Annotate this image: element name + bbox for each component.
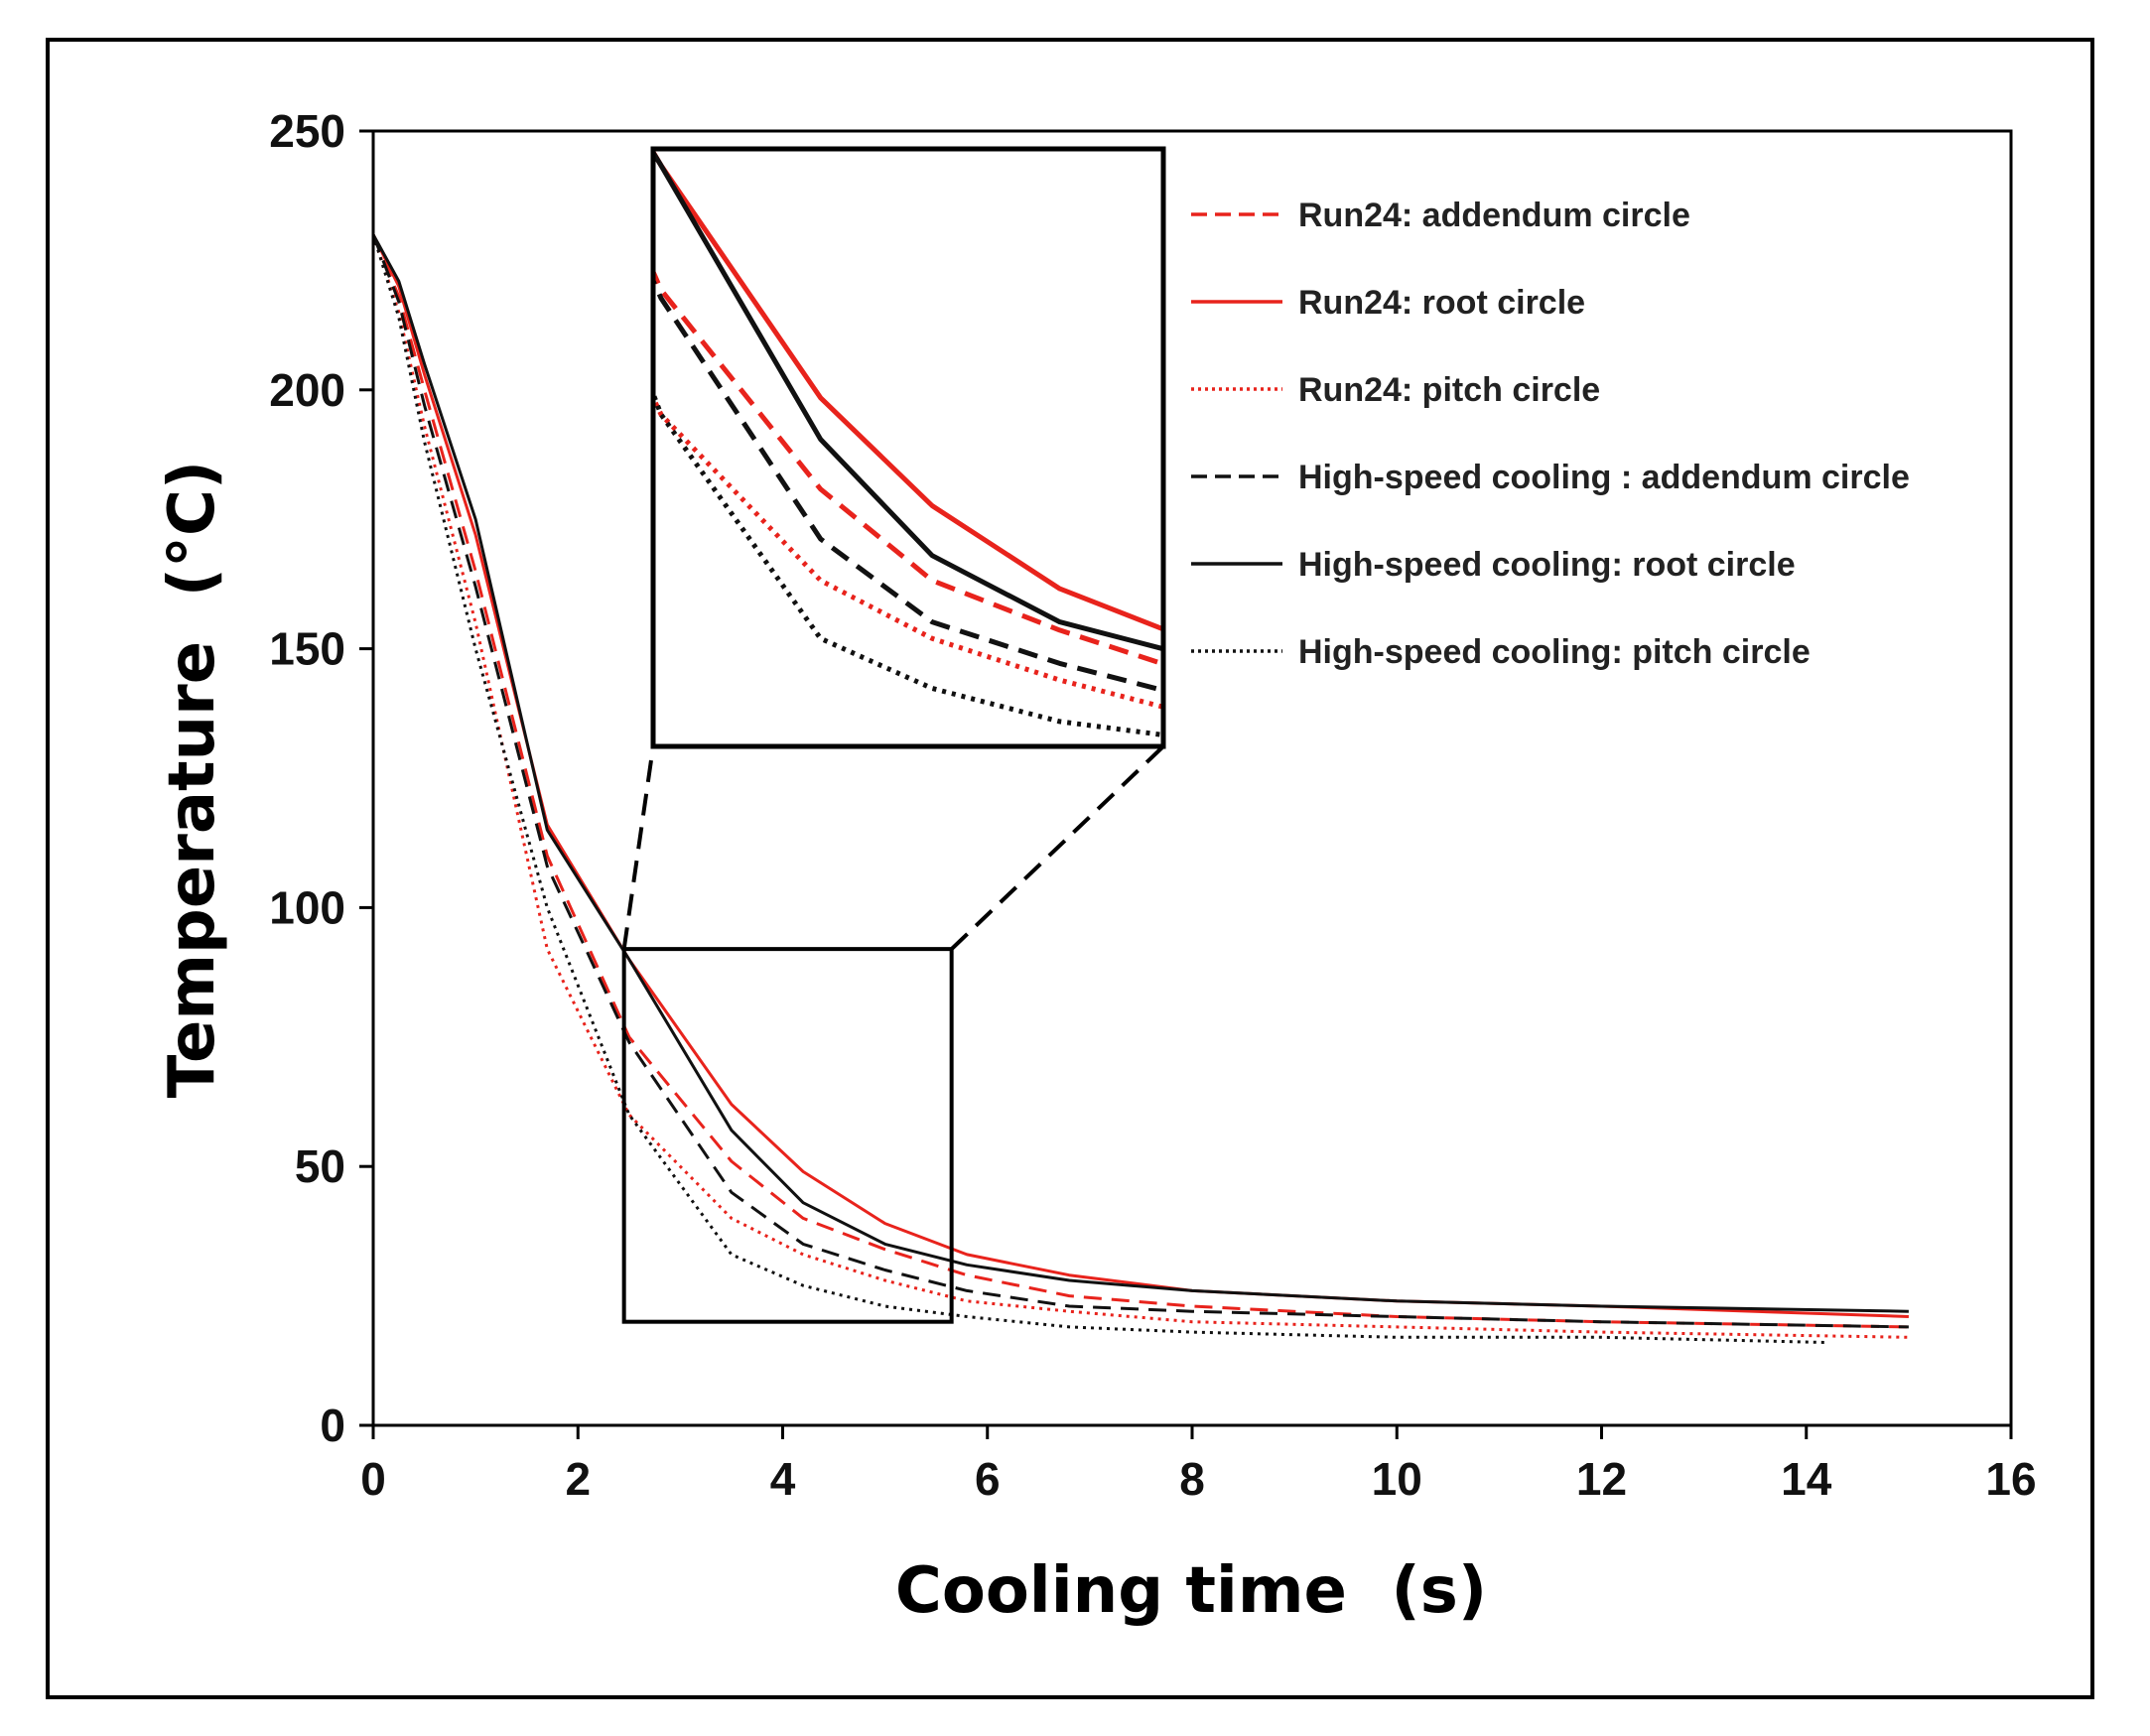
zoom-connector-left xyxy=(621,745,655,950)
y-tick-label: 50 xyxy=(295,1140,345,1192)
series-line-6 xyxy=(371,233,1827,1344)
x-tick-label: 4 xyxy=(770,1453,796,1505)
series-line-5 xyxy=(371,233,1909,1313)
y-tick-label: 0 xyxy=(320,1400,345,1451)
x-tick-label: 0 xyxy=(360,1453,386,1505)
legend-entry: Run24: pitch circle xyxy=(1191,371,1600,409)
y-tick-label: 100 xyxy=(269,881,345,933)
inset-series-line-2 xyxy=(653,149,1163,632)
legend-label: Run24: root circle xyxy=(1298,284,1585,322)
inset-background xyxy=(653,149,1163,746)
inset-border xyxy=(650,146,1166,749)
legend-entry: Run24: addendum circle xyxy=(1191,197,1690,234)
legend-label: High-speed cooling : addendum circle xyxy=(1298,459,1910,496)
series-line-4 xyxy=(371,233,1909,1329)
y-axis-title: Temperature (°C) xyxy=(156,461,229,1098)
legend-entry: High-speed cooling: root circle xyxy=(1191,546,1796,584)
x-tick-label: 10 xyxy=(1372,1453,1422,1505)
legend-label: High-speed cooling: pitch circle xyxy=(1298,633,1811,671)
legend-entry: Run24: root circle xyxy=(1191,284,1585,322)
legend-entry: High-speed cooling: pitch circle xyxy=(1191,633,1811,671)
x-tick-label: 14 xyxy=(1781,1453,1832,1505)
x-tick-label: 6 xyxy=(975,1453,1001,1505)
x-tick-label: 2 xyxy=(565,1453,591,1505)
y-tick-label: 200 xyxy=(269,364,345,416)
y-tick-label: 250 xyxy=(269,105,345,157)
zoom-connector-right xyxy=(950,744,1165,951)
legend-entry: High-speed cooling : addendum circle xyxy=(1191,459,1910,496)
zoom-region-box xyxy=(621,947,954,1324)
legend-label: Run24: addendum circle xyxy=(1298,197,1690,234)
legend-label: Run24: pitch circle xyxy=(1298,371,1600,409)
legend-label: High-speed cooling: root circle xyxy=(1298,546,1796,584)
inset-series-line-3 xyxy=(653,392,1163,710)
x-tick-label: 16 xyxy=(1985,1453,2036,1505)
inset-series-line-5 xyxy=(653,149,1163,652)
x-axis-title: Cooling time (s) xyxy=(895,1554,1487,1628)
x-tick-label: 8 xyxy=(1179,1453,1205,1505)
inset-series-line-1 xyxy=(653,265,1163,667)
inset-plot xyxy=(653,149,1163,737)
plot-box xyxy=(371,129,2013,1427)
series-line-1 xyxy=(371,233,1909,1329)
y-tick-label: 150 xyxy=(269,623,345,675)
x-tick-label: 12 xyxy=(1576,1453,1627,1505)
inset-series-line-4 xyxy=(653,274,1163,694)
